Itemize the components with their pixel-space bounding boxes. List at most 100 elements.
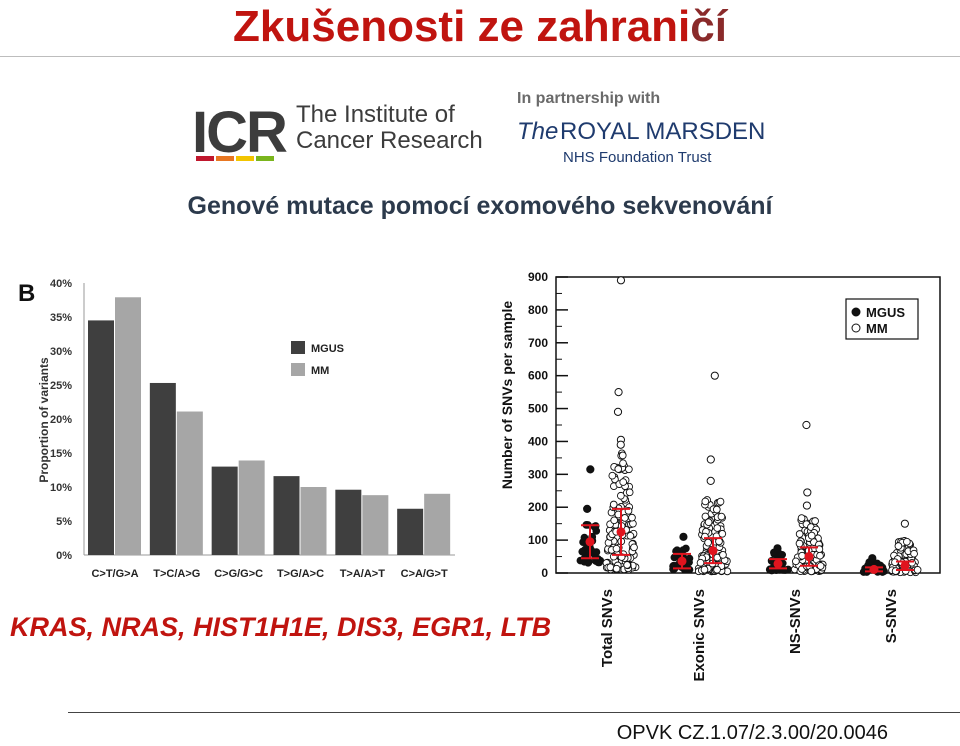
mutation-spectrum-chart: B Proportion of variants 0% 5% 10% 15% 20% 25…: [18, 278, 455, 580]
data-point-mm: [717, 512, 726, 521]
icr-stripe-green: [256, 156, 274, 161]
data-point-mm: [614, 388, 623, 397]
data-point-mgus: [679, 532, 688, 541]
bar-mm: [238, 460, 265, 555]
y-tick-label: 0%: [56, 550, 72, 562]
data-point-mm: [700, 565, 709, 574]
data-point-mm: [900, 519, 909, 528]
data-point-mm: [625, 488, 634, 497]
bar-mgus: [335, 489, 362, 555]
bar-mgus: [149, 382, 176, 555]
data-point-mm: [795, 539, 804, 548]
x-tick-label: T>C/A>G: [153, 568, 200, 580]
data-point-mgus: [685, 558, 693, 567]
legend-marker: [851, 307, 861, 317]
data-point-mm: [618, 451, 627, 460]
data-point-mgus: [585, 547, 593, 556]
data-point-mm: [630, 543, 638, 552]
bar-mgus: [211, 466, 238, 555]
x-tick-label: C>T/G>A: [91, 568, 138, 580]
category-label: NS-SNVs: [787, 589, 804, 654]
y-tick-label: 500: [528, 402, 548, 416]
mean-marker: [616, 527, 626, 537]
x-tick-label: T>A/A>T: [340, 568, 386, 580]
slide-title-main: Zkušenosti ze zahrani: [233, 2, 691, 51]
mean-marker: [773, 559, 783, 569]
category-label: Exonic SNVs: [691, 589, 708, 682]
legend-swatch: [291, 363, 305, 376]
data-point-mm: [612, 564, 621, 573]
y-tick-label: 20%: [50, 414, 72, 426]
data-point-mm: [623, 561, 631, 569]
legend-marker: [851, 323, 861, 333]
data-point-mm: [816, 562, 825, 570]
data-point-mm: [807, 567, 816, 576]
y-tick-label: 30%: [50, 346, 72, 358]
footer-project-code: OPVK CZ.1.07/2.3.00/20.0046: [616, 722, 888, 744]
data-point-mm: [811, 517, 819, 525]
rm-trust: NHS Foundation Trust: [563, 149, 712, 166]
data-point-mm: [716, 497, 725, 506]
data-point-mm: [628, 513, 636, 522]
data-point-mm: [712, 505, 721, 514]
slide-title-accent: čí: [690, 2, 727, 51]
category-label: Total SNVs: [599, 589, 616, 667]
y-tick-label: 0: [541, 566, 548, 580]
data-point-mm: [795, 530, 804, 538]
x-tick-label: C>G/G>C: [214, 568, 263, 580]
bar-chart-bars: [88, 297, 451, 555]
y-tick-label: 800: [528, 303, 548, 317]
data-point-mm: [696, 558, 705, 567]
data-point-mgus: [773, 544, 782, 553]
legend-swatch: [291, 341, 305, 354]
data-point-mm: [706, 476, 715, 486]
rm-name: ROYAL MARSDEN: [560, 118, 765, 145]
y-tick-label: 900: [528, 270, 548, 284]
dot-chart-categories: Total SNVs Exonic SNVs NS-SNVs S-SNVs: [599, 589, 900, 682]
slide-subtitle: Genové mutace pomocí exomového sekvenová…: [187, 192, 773, 220]
category-label: S-SNVs: [883, 589, 900, 643]
data-point-mm: [704, 538, 712, 547]
data-point-mm: [704, 518, 713, 527]
data-point-mm: [619, 478, 628, 486]
icr-name-line1: The Institute of: [296, 101, 455, 128]
data-point-mgus: [580, 533, 589, 542]
bar-chart-ylabel: Proportion of variants: [37, 357, 51, 483]
legend-label: MM: [311, 365, 329, 377]
data-point-mgus: [583, 504, 592, 513]
panel-label: B: [18, 280, 35, 307]
bar-mm: [300, 487, 327, 555]
mean-marker: [708, 546, 718, 556]
data-point-mm: [792, 557, 800, 566]
data-point-mm: [802, 420, 811, 430]
data-point-mm: [626, 531, 635, 540]
mean-marker: [585, 537, 595, 547]
bar-mm: [115, 297, 141, 555]
y-tick-label: 700: [528, 336, 548, 350]
bar-chart-axes: 0% 5% 10% 15% 20% 25% 30% 35% 40% C>T/G>A T>C/A>G C…: [50, 278, 455, 580]
y-tick-label: 600: [528, 369, 548, 383]
bar-mgus: [397, 508, 424, 555]
bar-chart-legend: MGUS MM: [291, 341, 344, 377]
data-point-mgus: [868, 554, 877, 563]
mean-marker: [677, 556, 687, 566]
icr-logo: ICR The Institute of Cancer Research: [192, 100, 483, 165]
icr-stripe-red: [196, 156, 214, 161]
footer-divider: [68, 712, 960, 713]
data-point-mm: [797, 514, 806, 522]
data-point-mm: [701, 512, 710, 521]
data-point-mm: [612, 544, 621, 553]
dot-chart-axes: 0 100 200 300 400 500 600 700 800 900: [528, 270, 941, 580]
mean-marker: [869, 564, 879, 574]
data-point-mm: [625, 465, 633, 474]
data-point-mm: [613, 407, 623, 416]
bar-mm: [362, 495, 389, 555]
icr-name-line2: Cancer Research: [296, 127, 483, 154]
data-point-mm: [706, 455, 715, 464]
bar-mgus: [273, 476, 300, 555]
y-tick-label: 400: [528, 434, 548, 448]
royal-marsden-logo: In partnership with The ROYAL MARSDEN NH…: [517, 90, 765, 166]
data-point-mm: [908, 558, 916, 567]
rm-the: The: [517, 118, 558, 145]
